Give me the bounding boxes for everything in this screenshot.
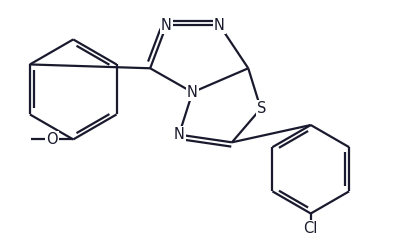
Text: O: O bbox=[46, 132, 58, 147]
Text: N: N bbox=[173, 127, 184, 142]
Text: N: N bbox=[214, 17, 225, 33]
Text: S: S bbox=[257, 101, 266, 116]
Text: N: N bbox=[187, 85, 198, 100]
Text: Cl: Cl bbox=[303, 221, 318, 236]
Text: N: N bbox=[161, 17, 172, 33]
